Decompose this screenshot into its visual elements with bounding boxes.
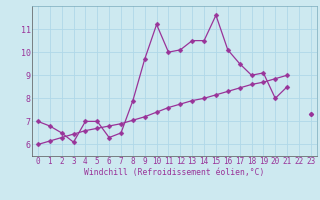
- X-axis label: Windchill (Refroidissement éolien,°C): Windchill (Refroidissement éolien,°C): [84, 168, 265, 177]
